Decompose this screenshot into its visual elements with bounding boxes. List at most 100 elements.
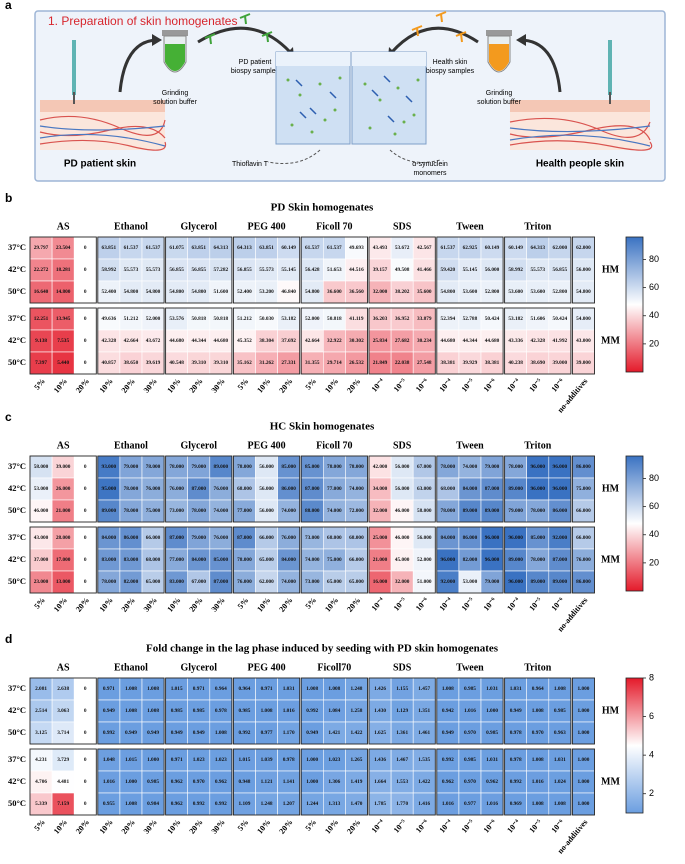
cell-label: 0.970 [464,730,476,736]
group-label: Ethanol [114,221,148,232]
cell-label: 43.000 [576,338,591,344]
cell-label: 86.000 [553,508,568,514]
cell-label: 56.000 [395,464,410,470]
x-tick-label: 20% [277,377,294,395]
cell-label: 53.182 [281,316,296,322]
row-label: 42°C [8,554,26,564]
cell-label: 73.000 [305,579,320,585]
x-tick-label: 10% [323,377,340,395]
cell-label: 65.000 [259,557,274,563]
cell-label: 1.248 [261,801,273,807]
cell-label: 0.985 [464,686,476,692]
x-tick-label: 20% [120,596,137,614]
group-label: SDS [393,662,412,673]
cell-label: 79.000 [508,508,523,514]
cell-label: 63.000 [417,486,432,492]
group-border [368,677,436,745]
cell-label: 28.000 [56,535,71,541]
cell-label: 0.978 [283,757,295,763]
cell-label: 74.000 [305,557,320,563]
tube-label: solution buffer [477,99,522,106]
row-label: 50°C [8,727,26,737]
sample-label: biospy samples [231,68,280,75]
cell-label: 29.797 [34,245,49,251]
cell-label: 1.129 [396,708,408,714]
cell-label: 0 [84,267,87,273]
x-tick-label: 10⁻⁴ [437,595,454,612]
cell-label: 18.281 [56,267,71,273]
row-group-label: HM [602,483,620,494]
group-border [29,236,97,304]
cell-label: 75.000 [327,557,342,563]
cell-label: 4.706 [35,779,47,785]
x-tick-label: 10% [255,377,272,395]
cell-label: 51.000 [417,579,432,585]
row-label: 50°C [8,576,26,586]
cell-label: 1.008 [532,757,544,763]
cell-label: 1.000 [125,779,137,785]
x-tick-label: 10⁻⁶ [482,595,499,612]
cell-label: 68.000 [237,486,252,492]
tube-orange [486,30,512,73]
cell-label: 1.008 [125,801,137,807]
cell-label: 63.851 [102,245,117,251]
cell-label: 1.416 [418,801,430,807]
x-tick-label: 5% [236,818,251,833]
cell-label: 0.949 [103,708,115,714]
cell-label: 57.282 [214,267,229,273]
cell-label: 0.949 [193,730,205,736]
cell-label: 0.962 [171,801,183,807]
cell-label: 38.690 [530,360,545,366]
cell-label: 0 [84,508,87,514]
cell-label: 96.000 [508,535,523,541]
x-tick-label: 10% [165,596,182,614]
cell-label: 76.000 [214,486,229,492]
x-tick-label: 10⁻⁵ [392,817,409,834]
cell-label: 66.000 [259,535,274,541]
dashed-arrow [389,149,441,163]
cell-label: 1.008 [306,686,318,692]
cell-label: 89.000 [485,508,500,514]
cell-label: 46.000 [395,535,410,541]
cell-label: 84.000 [463,486,478,492]
x-tick-label: 20% [188,596,205,614]
x-tick-label: 20% [74,818,91,836]
cell-label: 73.000 [169,508,184,514]
cell-label: 92.000 [441,579,456,585]
cell-label: 5.339 [35,801,47,807]
x-tick-label: 10⁻⁴ [505,376,522,393]
row-label: 42°C [8,776,26,786]
cell-label: 45.352 [237,338,252,344]
cell-label: 50.818 [327,316,342,322]
cell-label: 32.000 [373,289,388,295]
cell-label: 79.000 [191,464,206,470]
cell-label: 0.955 [103,801,115,807]
cell-label: 52.788 [463,316,478,322]
group-label: Glycerol [181,221,218,232]
group-label: Ethanol [114,662,148,673]
cell-label: 79.000 [191,535,206,541]
cell-label: 79.000 [485,464,500,470]
antibody-icons [411,11,467,43]
cell-label: 55.573 [259,267,274,273]
group-label: AS [57,662,70,673]
cell-label: 51.600 [214,289,229,295]
arrow-head [516,34,526,46]
cell-label: 83.000 [169,579,184,585]
cell-label: 1.244 [306,801,318,807]
panel-a: a 1. Preparation of skin homogenates PD … [5,0,666,182]
group-label: Glycerol [181,662,218,673]
cell-label: 1.467 [396,757,408,763]
sample-label: biospy samples [426,68,475,75]
cell-label: 40.548 [169,360,184,366]
panel-label: b [5,191,12,205]
sample-label: PD patient [239,59,272,66]
cell-label: 49.508 [395,267,410,273]
cell-label: 54.000 [576,316,591,322]
cell-label: 1.664 [374,779,386,785]
cell-label: 87.000 [169,535,184,541]
x-tick-label: 10⁻⁴ [370,376,387,393]
cell-label: 0 [84,557,87,563]
cell-label: 45.000 [395,557,410,563]
cell-label: 53.672 [395,245,410,251]
